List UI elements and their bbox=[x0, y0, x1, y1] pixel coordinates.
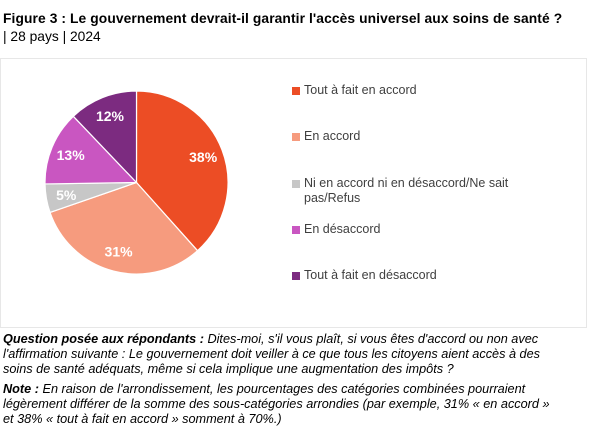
legend-swatch bbox=[292, 179, 300, 188]
legend-item: En accord bbox=[292, 129, 568, 175]
pie-slice-label: 12% bbox=[96, 108, 125, 124]
legend-swatch bbox=[292, 272, 300, 281]
pie-slice-label: 13% bbox=[57, 147, 86, 163]
legend-label: Tout à fait en accord bbox=[304, 83, 417, 97]
legend-label: En désaccord bbox=[304, 221, 381, 236]
question-note-text: Dites-moi, s'il vous plaît, si vous êtes… bbox=[3, 332, 541, 377]
footnotes: Question posée aux répondants : Dites-mo… bbox=[3, 332, 556, 431]
figure-subtitle: | 28 pays | 2024 bbox=[3, 29, 101, 44]
legend-swatch bbox=[292, 133, 300, 142]
pie-slice-label: 5% bbox=[56, 187, 77, 203]
legend-swatch bbox=[292, 225, 300, 234]
pie-slice-5 bbox=[72, 90, 138, 184]
legend: Tout à fait en accord En accord Ni en acco… bbox=[292, 83, 568, 314]
pie-slice-2 bbox=[49, 181, 199, 275]
legend-label: En accord bbox=[304, 129, 361, 144]
legend-item: Tout à fait en désaccord bbox=[292, 268, 568, 314]
chart-area: 38% 31% 5% 13% 12% Tout à fait en accord En a… bbox=[0, 58, 587, 328]
legend-item: Tout à fait en accord bbox=[292, 83, 568, 129]
figure-header: Figure 3 : Le gouvernement devrait-il ga… bbox=[3, 10, 597, 45]
rounding-note-label: Note : bbox=[3, 381, 39, 396]
rounding-note: Note : En raison de l'arrondissement, le… bbox=[3, 382, 556, 428]
figure-title: Figure 3 : Le gouvernement devrait-il ga… bbox=[3, 11, 563, 26]
legend-label: Ni en accord ni en désaccord/Ne sait pas… bbox=[304, 175, 509, 206]
rounding-note-text: En raison de l'arrondissement, les pourc… bbox=[3, 381, 550, 427]
legend-item: Ni en accord ni en désaccord/Ne sait pas… bbox=[292, 176, 568, 222]
pie-slice-label: 38% bbox=[189, 149, 218, 165]
pie-slice-4 bbox=[44, 115, 138, 185]
legend-swatch bbox=[292, 87, 300, 95]
question-note-label: Question posée aux répondants : bbox=[3, 332, 204, 346]
pie-slice-1 bbox=[135, 90, 229, 252]
legend-label: Tout à fait en désaccord bbox=[304, 268, 437, 283]
question-note: Question posée aux répondants : Dites-mo… bbox=[3, 332, 556, 378]
legend-item: En désaccord bbox=[292, 222, 568, 268]
pie-slice-label: 31% bbox=[105, 243, 134, 259]
pie-chart: 38% 31% 5% 13% 12% bbox=[44, 90, 229, 275]
